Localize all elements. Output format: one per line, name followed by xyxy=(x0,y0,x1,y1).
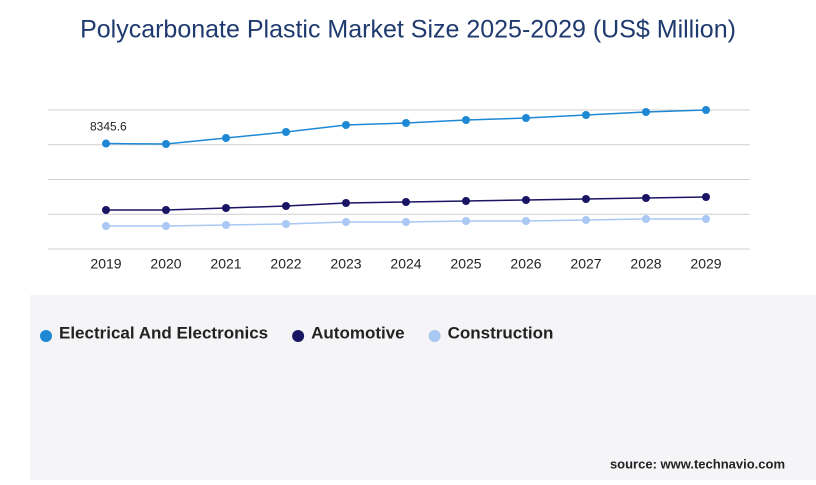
x-tick-label: 2027 xyxy=(570,256,601,272)
x-tick-label: 2024 xyxy=(390,256,421,272)
x-tick-label: 2026 xyxy=(510,256,541,272)
point xyxy=(702,106,710,114)
x-tick-label: 2021 xyxy=(210,256,241,272)
data-label: 8345.6 xyxy=(90,120,127,134)
point xyxy=(402,119,410,128)
point xyxy=(522,195,530,204)
point xyxy=(342,199,350,208)
legend-label: Electrical And Electronics xyxy=(59,323,268,342)
point xyxy=(642,215,650,224)
x-tick-label: 2029 xyxy=(690,256,721,272)
point xyxy=(222,134,230,143)
point xyxy=(522,113,530,122)
point xyxy=(162,140,170,149)
point xyxy=(222,221,230,230)
x-tick-label: 2020 xyxy=(150,256,181,272)
point xyxy=(582,215,590,224)
point xyxy=(702,193,710,202)
point xyxy=(102,222,110,231)
legend-marker xyxy=(40,330,52,342)
x-tick-label: 2022 xyxy=(270,256,301,272)
point xyxy=(402,198,410,207)
point xyxy=(702,215,710,224)
point xyxy=(582,194,590,203)
point xyxy=(402,217,410,226)
legend-panel xyxy=(30,295,816,480)
point xyxy=(282,201,290,210)
point xyxy=(102,206,110,215)
legend-marker xyxy=(428,330,441,342)
point xyxy=(282,220,290,229)
point xyxy=(282,127,290,136)
point xyxy=(462,216,470,225)
x-tick-label: 2023 xyxy=(330,256,361,272)
legend-label: Automotive xyxy=(311,323,405,342)
legend-label: Construction xyxy=(448,323,554,342)
point xyxy=(102,139,110,148)
point xyxy=(162,222,170,231)
source: source: www.technavio.com xyxy=(610,456,785,471)
point xyxy=(582,111,590,120)
point xyxy=(462,196,470,205)
point xyxy=(522,216,530,225)
point xyxy=(342,120,350,129)
point xyxy=(642,107,650,116)
legend-marker xyxy=(292,330,305,342)
point xyxy=(462,115,470,124)
chart-title: Polycarbonate Plastic Market Size 2025-2… xyxy=(80,16,736,44)
point xyxy=(162,206,170,215)
point xyxy=(642,193,650,202)
x-tick-label: 2025 xyxy=(450,256,481,272)
x-tick-label: 2019 xyxy=(90,256,121,272)
x-tick-label: 2028 xyxy=(630,256,661,272)
point xyxy=(342,217,350,226)
point xyxy=(222,203,230,212)
